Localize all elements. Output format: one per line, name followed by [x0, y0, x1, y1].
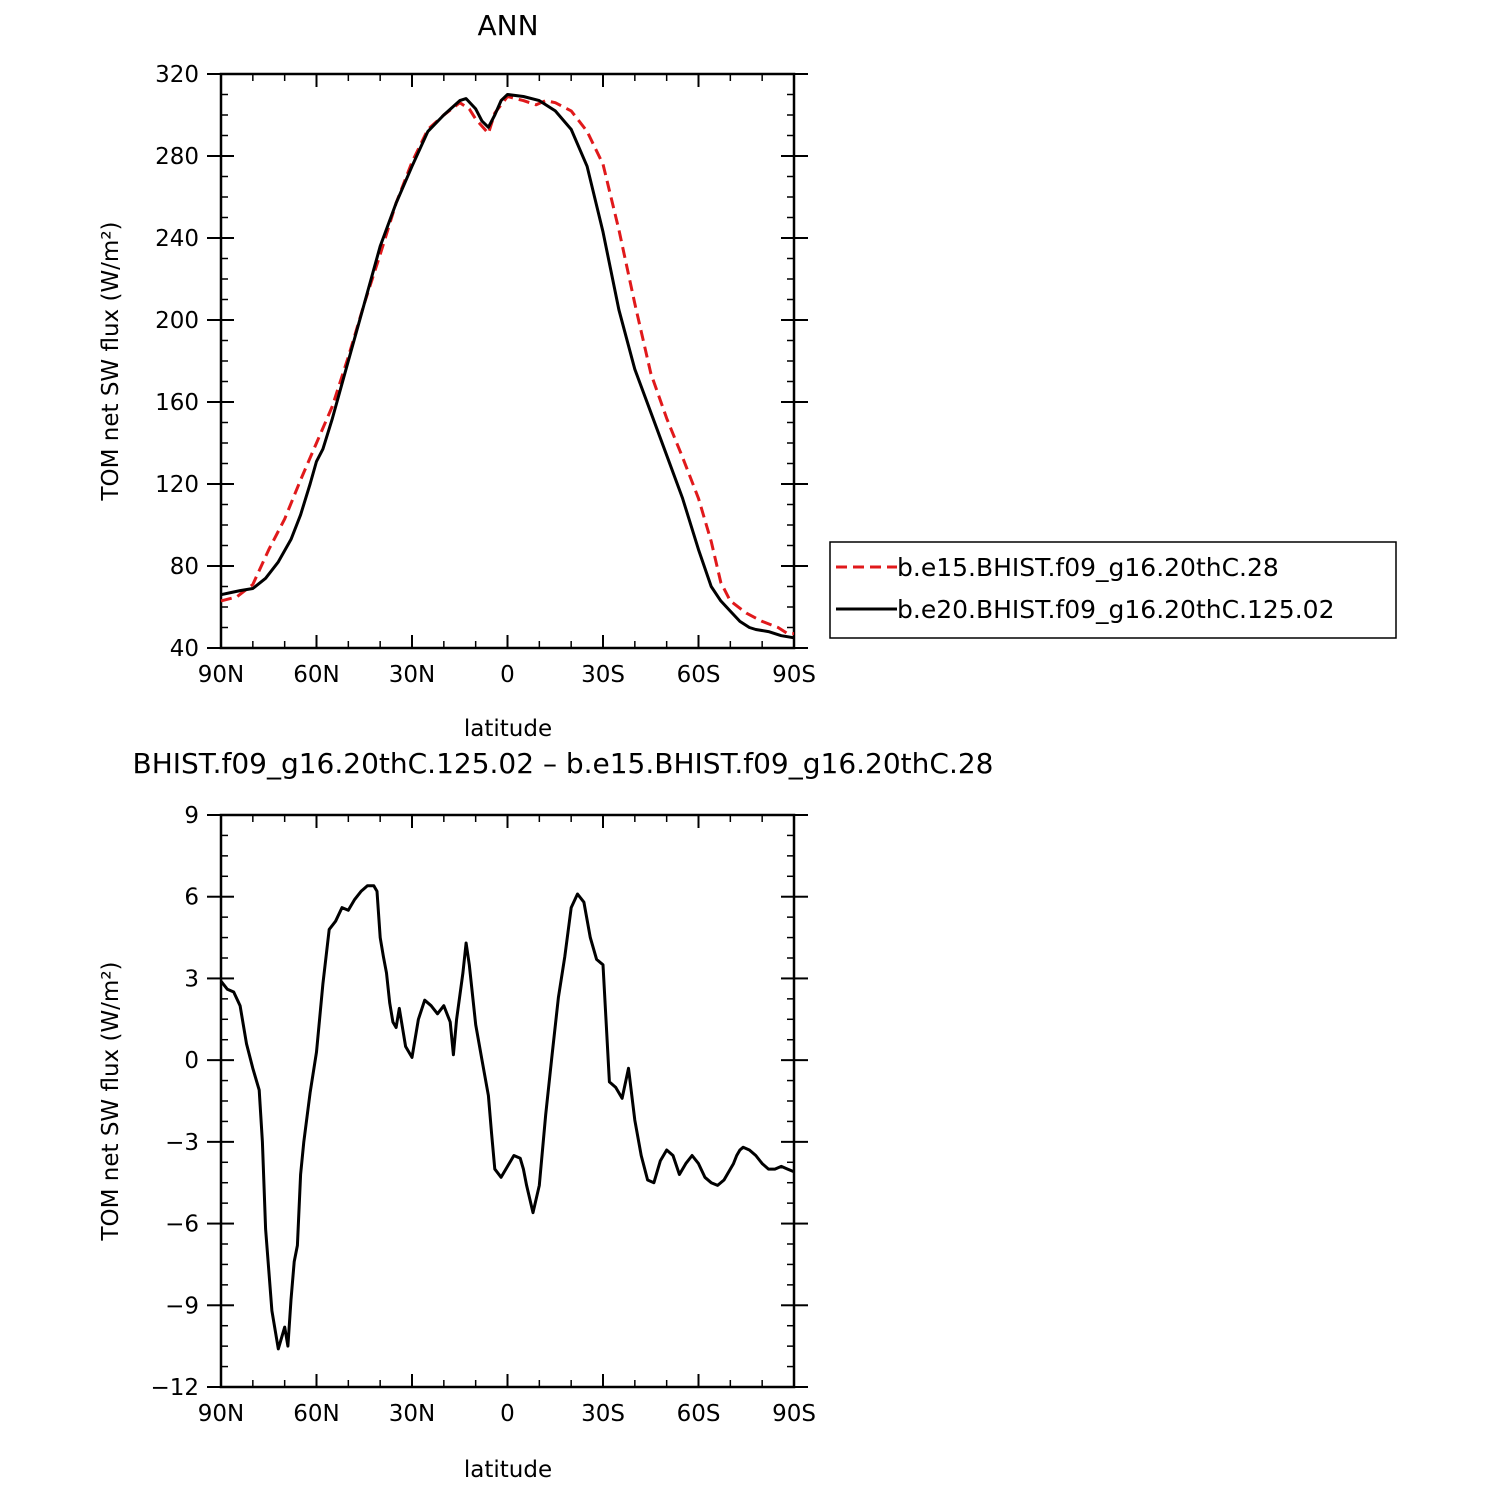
- y-tick-label: 0: [184, 1048, 199, 1074]
- y-tick-label: 280: [155, 144, 199, 170]
- x-tick-label: 90S: [772, 1401, 816, 1427]
- ticks: [207, 73, 808, 649]
- plot-frame: [219, 72, 796, 650]
- tick-labels: 90N 60N 30N 0 30S 60S 90S −12 −9 −6 −3 0 3 6 9: [150, 803, 815, 1427]
- x-axis-label: latitude: [464, 1457, 552, 1483]
- y-tick-label: 160: [155, 390, 199, 416]
- y-tick-label: −12: [150, 1375, 199, 1401]
- y-tick-label: 40: [170, 636, 199, 662]
- legend-label-series-1: b.e15.BHIST.f09_g16.20thC.28: [897, 553, 1279, 582]
- y-tick-label: −9: [165, 1293, 199, 1319]
- y-tick-label: 200: [155, 308, 199, 334]
- x-tick-label: 60N: [293, 662, 339, 688]
- x-tick-label: 90S: [772, 662, 816, 688]
- legend: b.e15.BHIST.f09_g16.20thC.28 b.e20.BHIST…: [829, 541, 1397, 639]
- y-axis-label: TOM net SW flux (W/m²): [98, 961, 124, 1241]
- series-line-1: [219, 884, 795, 1351]
- x-tick-label: 0: [500, 662, 515, 688]
- tick-labels: 90N 60N 30N 0 30S 60S 90S 40 80 120 160 200 240 280 32…: [155, 62, 816, 688]
- plot-frame: [219, 813, 796, 1389]
- series-line-2: [220, 93, 795, 640]
- legend-label-series-2: b.e20.BHIST.f09_g16.20thC.125.02: [897, 595, 1334, 624]
- x-tick-label: 0: [500, 1401, 515, 1427]
- y-tick-label: −3: [165, 1130, 199, 1156]
- x-tick-label: 60N: [293, 1401, 339, 1427]
- ticks: [207, 814, 808, 1388]
- x-tick-label: 60S: [677, 1401, 721, 1427]
- x-tick-label: 30S: [581, 662, 625, 688]
- y-tick-label: 6: [184, 885, 199, 911]
- x-tick-label: 90N: [198, 662, 244, 688]
- x-tick-label: 60S: [677, 662, 721, 688]
- chart-title: BHIST.f09_g16.20thC.125.02 – b.e15.BHIST…: [133, 747, 994, 780]
- chart-title: ANN: [477, 9, 538, 42]
- y-tick-label: 9: [184, 803, 199, 829]
- y-axis-label: TOM net SW flux (W/m²): [98, 221, 124, 501]
- x-axis-label: latitude: [464, 716, 552, 742]
- series-group: [220, 93, 795, 640]
- chart-top: ANN 90N 60N 30N 0 30S 60S 90S 40 80 120 160 200 240 2…: [98, 9, 816, 742]
- x-tick-label: 90N: [198, 1401, 244, 1427]
- x-tick-label: 30N: [389, 662, 435, 688]
- x-tick-label: 30S: [581, 1401, 625, 1427]
- legend-box: [829, 541, 1397, 639]
- chart-bottom: BHIST.f09_g16.20thC.125.02 – b.e15.BHIST…: [98, 747, 993, 1483]
- y-tick-label: 320: [155, 62, 199, 88]
- x-tick-label: 30N: [389, 1401, 435, 1427]
- y-tick-label: −6: [165, 1212, 199, 1238]
- y-tick-label: 80: [170, 554, 199, 580]
- y-tick-label: 120: [155, 472, 199, 498]
- y-tick-label: 240: [155, 226, 199, 252]
- series-group: [219, 884, 795, 1351]
- series-line-1: [220, 95, 794, 636]
- y-tick-label: 3: [184, 966, 199, 992]
